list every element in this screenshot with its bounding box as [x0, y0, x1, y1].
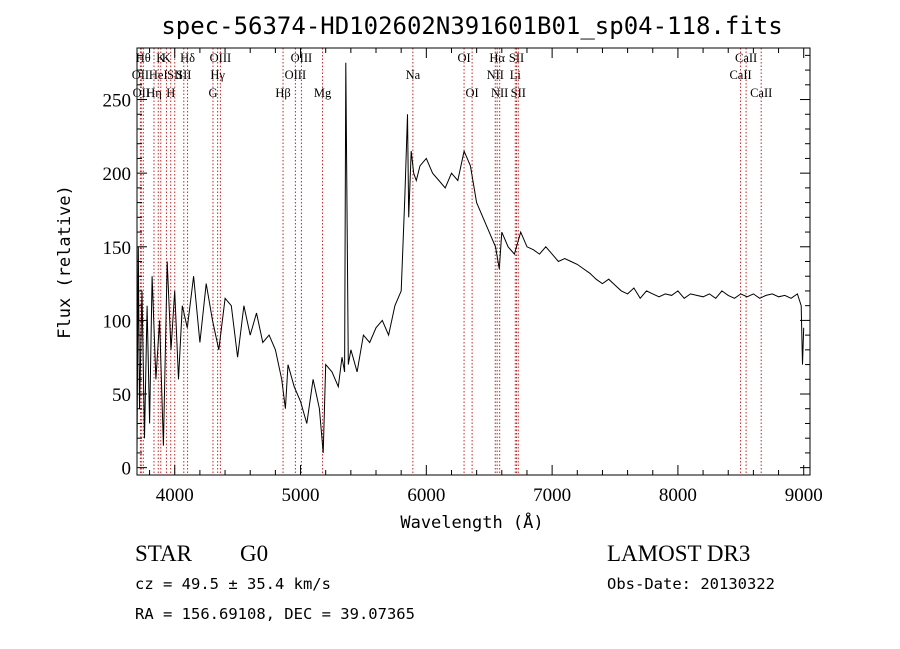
x-tick-label: 5000: [282, 485, 320, 506]
reference-line-label: Na: [406, 68, 421, 82]
reference-line-label: SII: [509, 51, 524, 65]
observation-date: Obs-Date: 20130322: [607, 575, 775, 593]
reference-line-label: Hβ: [275, 86, 290, 100]
x-axis-label: Wavelength (Å): [400, 511, 543, 533]
reference-line-label: OI: [466, 86, 479, 100]
reference-line-label: OII: [132, 68, 149, 82]
reference-line-label: CaII: [750, 86, 772, 100]
reference-line-label: K: [156, 51, 165, 65]
y-axis-label: Flux (relative): [55, 185, 75, 339]
object-subclass: G0: [240, 541, 268, 566]
reference-line-label: CaII: [729, 68, 751, 82]
x-tick-label: 4000: [156, 485, 194, 506]
reference-line-label: Hγ: [210, 68, 225, 82]
reference-line-label: H: [166, 86, 175, 100]
survey-name: LAMOST DR3: [607, 541, 750, 566]
reference-line-label: Hδ: [180, 51, 195, 65]
reference-line-labels: OIIOIIHθHηHeIKKHSIIHδSIIGHγOIIIHβOIIIOII…: [132, 51, 773, 100]
y-axis-ticks: 0 50 100 150 200 250: [103, 54, 810, 480]
reference-line-label: OI: [457, 51, 470, 65]
reference-line-label: OIII: [210, 51, 232, 65]
x-tick-label: 9000: [785, 485, 823, 506]
reference-line-label: HeI: [149, 68, 168, 82]
ra-dec: RA = 156.69108, DEC = 39.07365: [135, 605, 415, 623]
y-tick-label: 200: [103, 164, 132, 185]
x-tick-label: 7000: [533, 485, 571, 506]
reference-line-label: Li: [510, 68, 522, 82]
x-axis-ticks: 4000 5000 6000 7000 8000 9000: [149, 48, 823, 506]
reference-line-label: OIII: [285, 68, 307, 82]
plot-frame: [136, 47, 811, 476]
redshift-cz: cz = 49.5 ± 35.4 km/s: [135, 575, 331, 593]
spectrum-line: [136, 62, 805, 453]
reference-line-label: SII: [511, 86, 526, 100]
y-tick-label: 50: [112, 385, 131, 406]
object-class: STAR: [135, 541, 193, 566]
x-tick-label: 6000: [407, 485, 445, 506]
y-tick-label: 150: [103, 238, 132, 259]
reference-line-label: Mg: [314, 86, 332, 100]
reference-line-label: OIII: [291, 51, 313, 65]
reference-line-label: Hθ: [136, 51, 151, 65]
reference-line-label: SII: [167, 68, 182, 82]
reference-line-label: G: [208, 86, 217, 100]
reference-line-label: SII: [176, 68, 191, 82]
reference-line-label: Hη: [146, 86, 162, 100]
y-tick-label: 0: [122, 459, 132, 480]
reference-lines: [139, 48, 762, 475]
reference-line-label: NII: [487, 68, 504, 82]
chart-title: spec-56374-HD102602N391601B01_sp04-118.f…: [161, 12, 782, 40]
reference-line-label: CaII: [735, 51, 757, 65]
y-tick-label: 100: [103, 311, 132, 332]
reference-line-label: NII: [491, 86, 508, 100]
x-tick-label: 8000: [659, 485, 697, 506]
reference-line-label: Hα: [489, 51, 505, 65]
reference-line-label: K: [162, 51, 171, 65]
y-tick-label: 250: [103, 91, 132, 112]
